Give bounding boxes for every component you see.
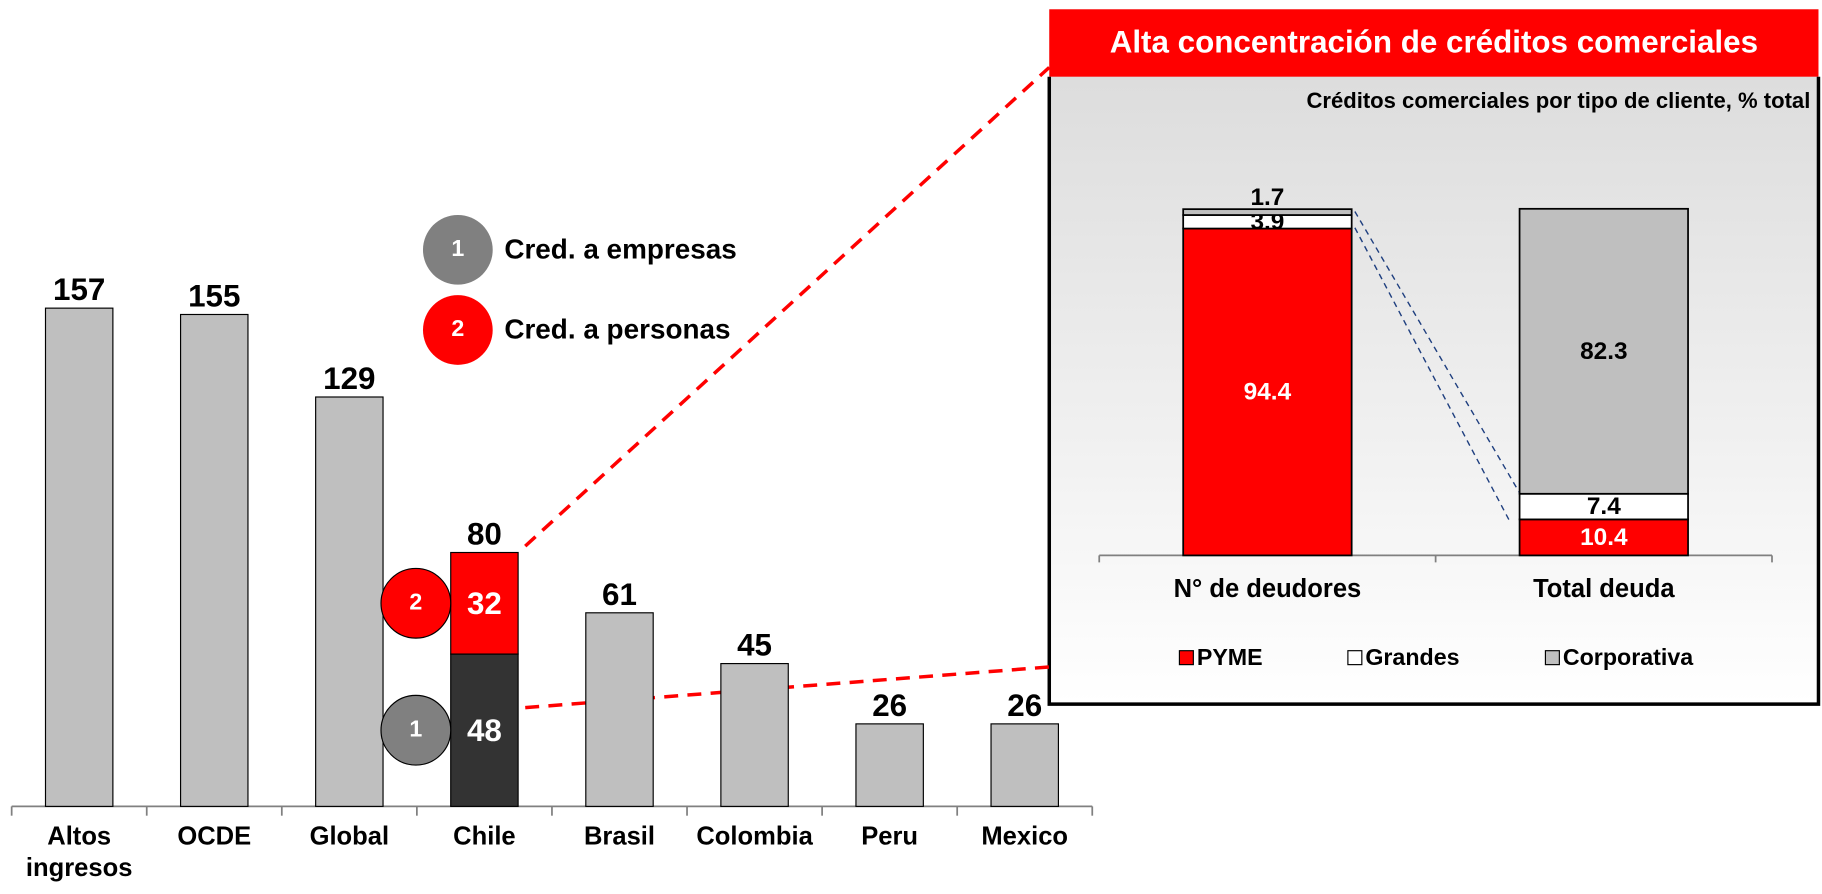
inset-background (1049, 9, 1819, 705)
legend-label: Grandes (1365, 644, 1459, 670)
x-tick-label-box: Altos ingresos (25, 821, 133, 882)
x-tick-label-box: Mexico (981, 821, 1069, 851)
value-label: 61 (602, 577, 637, 612)
inset-border (1047, 76, 1821, 706)
bar-segment (450, 551, 519, 655)
inset-subtitle: Créditos comerciales por tipo de cliente… (1306, 88, 1810, 113)
value-label: 80 (467, 517, 502, 552)
inset-title: Alta concentración de créditos comercial… (1110, 24, 1758, 59)
legend-swatch (1544, 650, 1560, 666)
value-label: 26 (872, 688, 907, 723)
x-tick-label: Brasil (583, 821, 656, 851)
x-tick-label: Peru (861, 821, 919, 851)
series-marker (380, 567, 452, 639)
x-tick-label: Chile (453, 821, 516, 851)
bar (720, 662, 789, 807)
segment-label: 7.4 (1587, 493, 1621, 520)
value-label: 26 (1007, 688, 1042, 723)
bar-segment (1518, 518, 1689, 557)
segment-label: 82.3 (1580, 338, 1627, 365)
value-label: 157 (53, 272, 105, 307)
legend-swatch (1347, 650, 1363, 666)
value-label: 155 (188, 279, 240, 314)
legend-swatch (1178, 650, 1194, 666)
legend-label: Cred. a personas (504, 314, 730, 345)
bar-segment (1518, 207, 1689, 495)
bar (990, 723, 1060, 807)
segment-label: 48 (467, 713, 502, 748)
bar-segment (450, 653, 519, 807)
series-marker-label: 1 (409, 715, 422, 741)
segment-label: 94.4 (1244, 379, 1292, 406)
connector (524, 66, 1051, 548)
legend-marker (422, 214, 493, 285)
bar-segment (1182, 208, 1353, 216)
bar (585, 612, 654, 807)
x-tick-label: N° de deudores (1174, 575, 1362, 603)
x-tick-label: Total deuda (1533, 575, 1675, 603)
legend-label: PYME (1197, 644, 1263, 670)
legend-label: Corporativa (1563, 644, 1694, 670)
series-marker-label: 2 (409, 588, 422, 614)
legend-label: Cred. a empresas (504, 233, 736, 264)
connector (1354, 211, 1523, 498)
value-label: 129 (323, 361, 375, 396)
value-label: 45 (737, 628, 772, 663)
x-tick-label-box: Chile (453, 821, 516, 851)
bar (179, 313, 249, 807)
bar (855, 723, 924, 807)
x-tick-label: Colombia (696, 821, 813, 851)
x-tick-label: Altos ingresos (25, 821, 133, 882)
bar (44, 307, 114, 807)
legend-marker-label: 1 (451, 235, 464, 261)
connector (1354, 227, 1512, 524)
x-tick-label: Global (309, 821, 390, 851)
legend-marker-label: 2 (451, 315, 464, 341)
inset-banner (1049, 9, 1819, 77)
x-tick-label-box: OCDE (177, 821, 252, 851)
segment-label: 32 (467, 586, 502, 621)
x-tick-label-box: Global (309, 821, 390, 851)
segment-label: 10.4 (1580, 524, 1628, 551)
bar (315, 396, 384, 807)
series-marker (380, 694, 452, 766)
x-tick-label-box: Colombia (696, 821, 813, 851)
bar-segment (1182, 227, 1353, 557)
x-tick-label-box: Brasil (583, 821, 656, 851)
legend-marker (422, 295, 493, 365)
x-tick-label: Mexico (981, 821, 1069, 851)
x-tick-label: OCDE (177, 821, 252, 851)
x-tick-label-box: Peru (861, 821, 919, 851)
segment-label: 1.7 (1250, 184, 1284, 211)
